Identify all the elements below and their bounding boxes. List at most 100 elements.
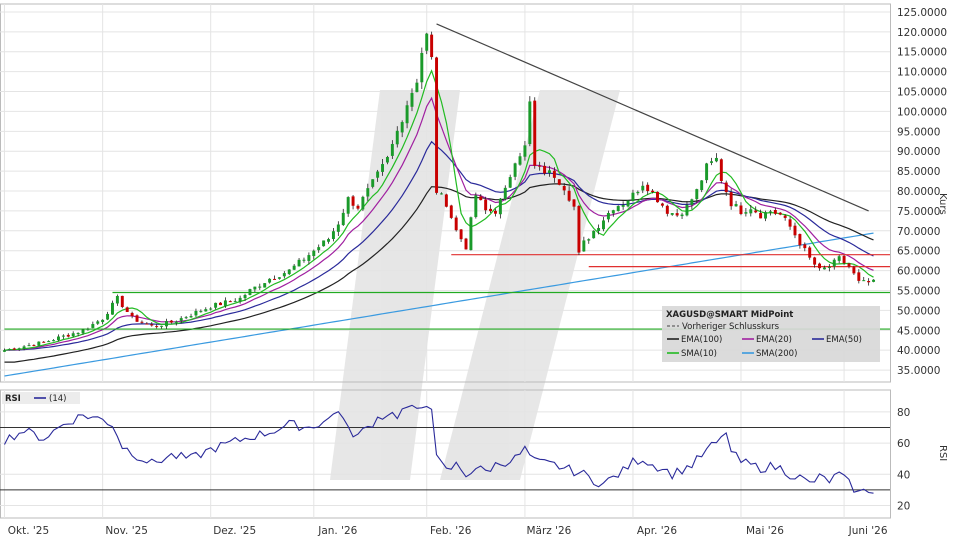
candle-body: [253, 286, 257, 290]
price-tick-label: 90.0000: [897, 146, 940, 158]
candle-body: [169, 320, 173, 323]
candle-body: [724, 182, 728, 193]
candle-body: [690, 199, 694, 205]
candle-body: [631, 192, 635, 202]
candle-body: [528, 101, 532, 145]
line-sma10: [4, 69, 874, 351]
candle-body: [611, 210, 615, 214]
candle-body: [111, 302, 114, 315]
candle-body: [184, 317, 188, 319]
candle-body: [47, 341, 51, 343]
candle-body: [734, 204, 738, 207]
price-tick-label: 110.0000: [897, 67, 947, 79]
candle-body: [66, 334, 70, 337]
price-tick-label: 35.0000: [897, 365, 940, 377]
candle-body: [616, 206, 620, 211]
candle-body: [238, 297, 242, 302]
candle-body: [793, 225, 797, 236]
candle-body: [32, 345, 36, 347]
candle-body: [705, 163, 709, 181]
candle-body: [857, 272, 861, 281]
rsi-tick-label: 60: [897, 438, 910, 450]
price-tick-label: 115.0000: [897, 47, 947, 59]
candle-body: [7, 348, 11, 350]
candle-body: [567, 190, 571, 201]
candle-body: [120, 295, 124, 308]
candle-body: [336, 224, 340, 232]
candle-body: [832, 259, 836, 267]
candle-body: [498, 198, 502, 215]
candle-body: [646, 184, 650, 192]
candle-body: [552, 170, 556, 178]
candle-body: [327, 239, 330, 242]
month-label: Dez. '25: [213, 525, 256, 537]
candle-body: [410, 93, 414, 107]
candle-body: [96, 321, 100, 324]
price-tick-label: 50.0000: [897, 305, 940, 317]
trendline: [436, 23, 869, 212]
legend-title: XAGUSD@SMART MidPoint: [666, 310, 793, 320]
month-label: Okt. '25: [8, 525, 49, 537]
candle-body: [258, 286, 262, 288]
candle-body: [17, 348, 21, 350]
legend-item: SMA(10): [681, 349, 717, 359]
candle-body: [523, 145, 527, 157]
candle-body: [56, 336, 60, 341]
candle-body: [562, 186, 566, 191]
candle-body: [160, 325, 164, 327]
candle-body: [719, 159, 723, 181]
candle-body: [174, 321, 178, 323]
candle-body: [86, 328, 90, 330]
price-tick-label: 70.0000: [897, 226, 940, 238]
price-tick-label: 45.0000: [897, 325, 940, 337]
candle-body: [287, 269, 291, 275]
candle-body: [346, 197, 350, 214]
candle-body: [71, 333, 75, 337]
candle-body: [842, 255, 846, 264]
candle-body: [233, 301, 237, 303]
rsi-legend-period: (14): [49, 394, 66, 404]
line-ema50: [4, 140, 874, 351]
price-tick-label: 65.0000: [897, 246, 940, 258]
candle-body: [400, 122, 404, 133]
candle-body: [641, 185, 645, 191]
candle-body: [479, 196, 483, 201]
candle-body: [179, 318, 183, 321]
price-tick-label: 120.0000: [897, 27, 947, 39]
rsi-line: [4, 404, 874, 494]
legend-item: EMA(20): [756, 335, 792, 345]
candle-body: [651, 190, 655, 193]
candle-body: [390, 143, 394, 156]
candle-body: [660, 203, 664, 206]
candle-body: [204, 309, 208, 312]
candle-body: [754, 210, 758, 213]
candle-body: [773, 209, 777, 214]
candle-body: [277, 277, 281, 279]
candle-body: [219, 302, 222, 306]
legend-item: EMA(100): [681, 335, 722, 345]
candle-body: [626, 200, 630, 207]
candle-body: [322, 240, 326, 247]
candle-body: [425, 33, 429, 51]
candle-body: [513, 163, 517, 177]
price-tick-label: 100.0000: [897, 106, 947, 118]
candle-body: [145, 323, 149, 325]
candle-body: [592, 230, 596, 239]
candle-body: [430, 34, 434, 58]
legend-item: SMA(200): [756, 349, 797, 359]
candle-body: [371, 179, 375, 187]
candle-body: [223, 300, 227, 306]
candle-body: [764, 212, 767, 219]
candle-body: [862, 280, 866, 282]
candle-body: [366, 188, 370, 197]
price-tick-label: 95.0000: [897, 126, 940, 138]
candle-body: [292, 265, 296, 270]
candle-body: [818, 263, 822, 269]
candle-body: [199, 311, 203, 313]
candle-body: [484, 199, 488, 211]
candle-body: [297, 259, 301, 267]
candle-body: [351, 196, 355, 206]
rsi-legend-label: RSI: [5, 394, 21, 404]
